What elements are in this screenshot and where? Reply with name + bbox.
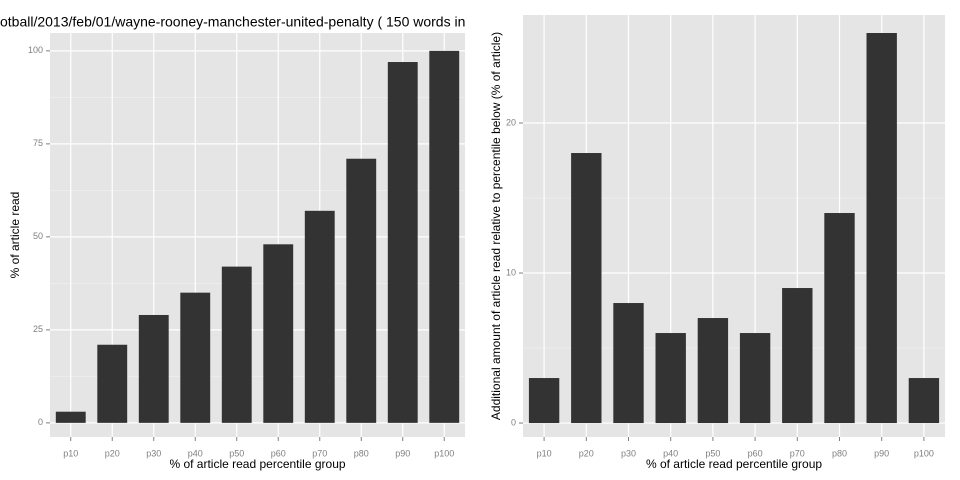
x-tick-label: p90 — [874, 448, 889, 458]
bar — [866, 33, 897, 424]
x-tick-label: p80 — [832, 448, 847, 458]
x-tick-label: p40 — [663, 448, 678, 458]
y-tick-label: 20 — [506, 117, 516, 127]
bar — [221, 266, 252, 423]
x-tick-label: p20 — [105, 448, 120, 458]
y-tick-label: 100 — [28, 45, 43, 55]
bar — [346, 158, 377, 423]
bar — [571, 153, 602, 424]
bar — [655, 333, 686, 424]
bar — [304, 210, 335, 423]
x-tick-label: p10 — [63, 448, 78, 458]
x-tick-label: p100 — [914, 448, 934, 458]
bar — [429, 50, 460, 423]
bar — [387, 62, 418, 423]
x-tick-label: p60 — [271, 448, 286, 458]
x-axis-title: % of article read percentile group — [169, 457, 345, 471]
y-tick-label: 0 — [38, 417, 43, 427]
x-tick-label: p90 — [395, 448, 410, 458]
bar — [782, 288, 813, 424]
x-tick-label: p60 — [748, 448, 763, 458]
x-tick-label: p30 — [621, 448, 636, 458]
y-tick-label: 0 — [511, 417, 516, 427]
y-tick-label: 50 — [33, 231, 43, 241]
x-tick-label: p100 — [434, 448, 454, 458]
bar — [613, 303, 644, 424]
x-tick-label: p80 — [354, 448, 369, 458]
x-tick-label: p30 — [146, 448, 161, 458]
y-tick-label: 75 — [33, 138, 43, 148]
x-tick-label: p40 — [188, 448, 203, 458]
x-tick-label: p50 — [229, 448, 244, 458]
bar — [908, 378, 940, 424]
x-tick-label: p20 — [579, 448, 594, 458]
x-tick-label: p50 — [705, 448, 720, 458]
x-tick-label: p10 — [537, 448, 552, 458]
bar — [528, 378, 560, 424]
x-axis-title: % of article read percentile group — [646, 457, 822, 471]
y-axis-title: % of article read — [8, 192, 22, 279]
chart-title: otball/2013/feb/01/wayne-rooney-manchest… — [0, 14, 465, 30]
bar — [97, 344, 128, 423]
x-tick-label: p70 — [790, 448, 805, 458]
y-tick-label: 25 — [33, 324, 43, 334]
bar — [138, 314, 169, 423]
bar — [739, 333, 771, 424]
bar — [824, 213, 855, 424]
y-tick-label: 10 — [506, 267, 516, 277]
bar — [180, 292, 211, 423]
bar — [263, 244, 294, 423]
bar — [55, 411, 86, 423]
x-tick-label: p70 — [312, 448, 327, 458]
y-axis-title: Additional amount of article read relati… — [489, 32, 503, 420]
bar — [697, 318, 729, 424]
